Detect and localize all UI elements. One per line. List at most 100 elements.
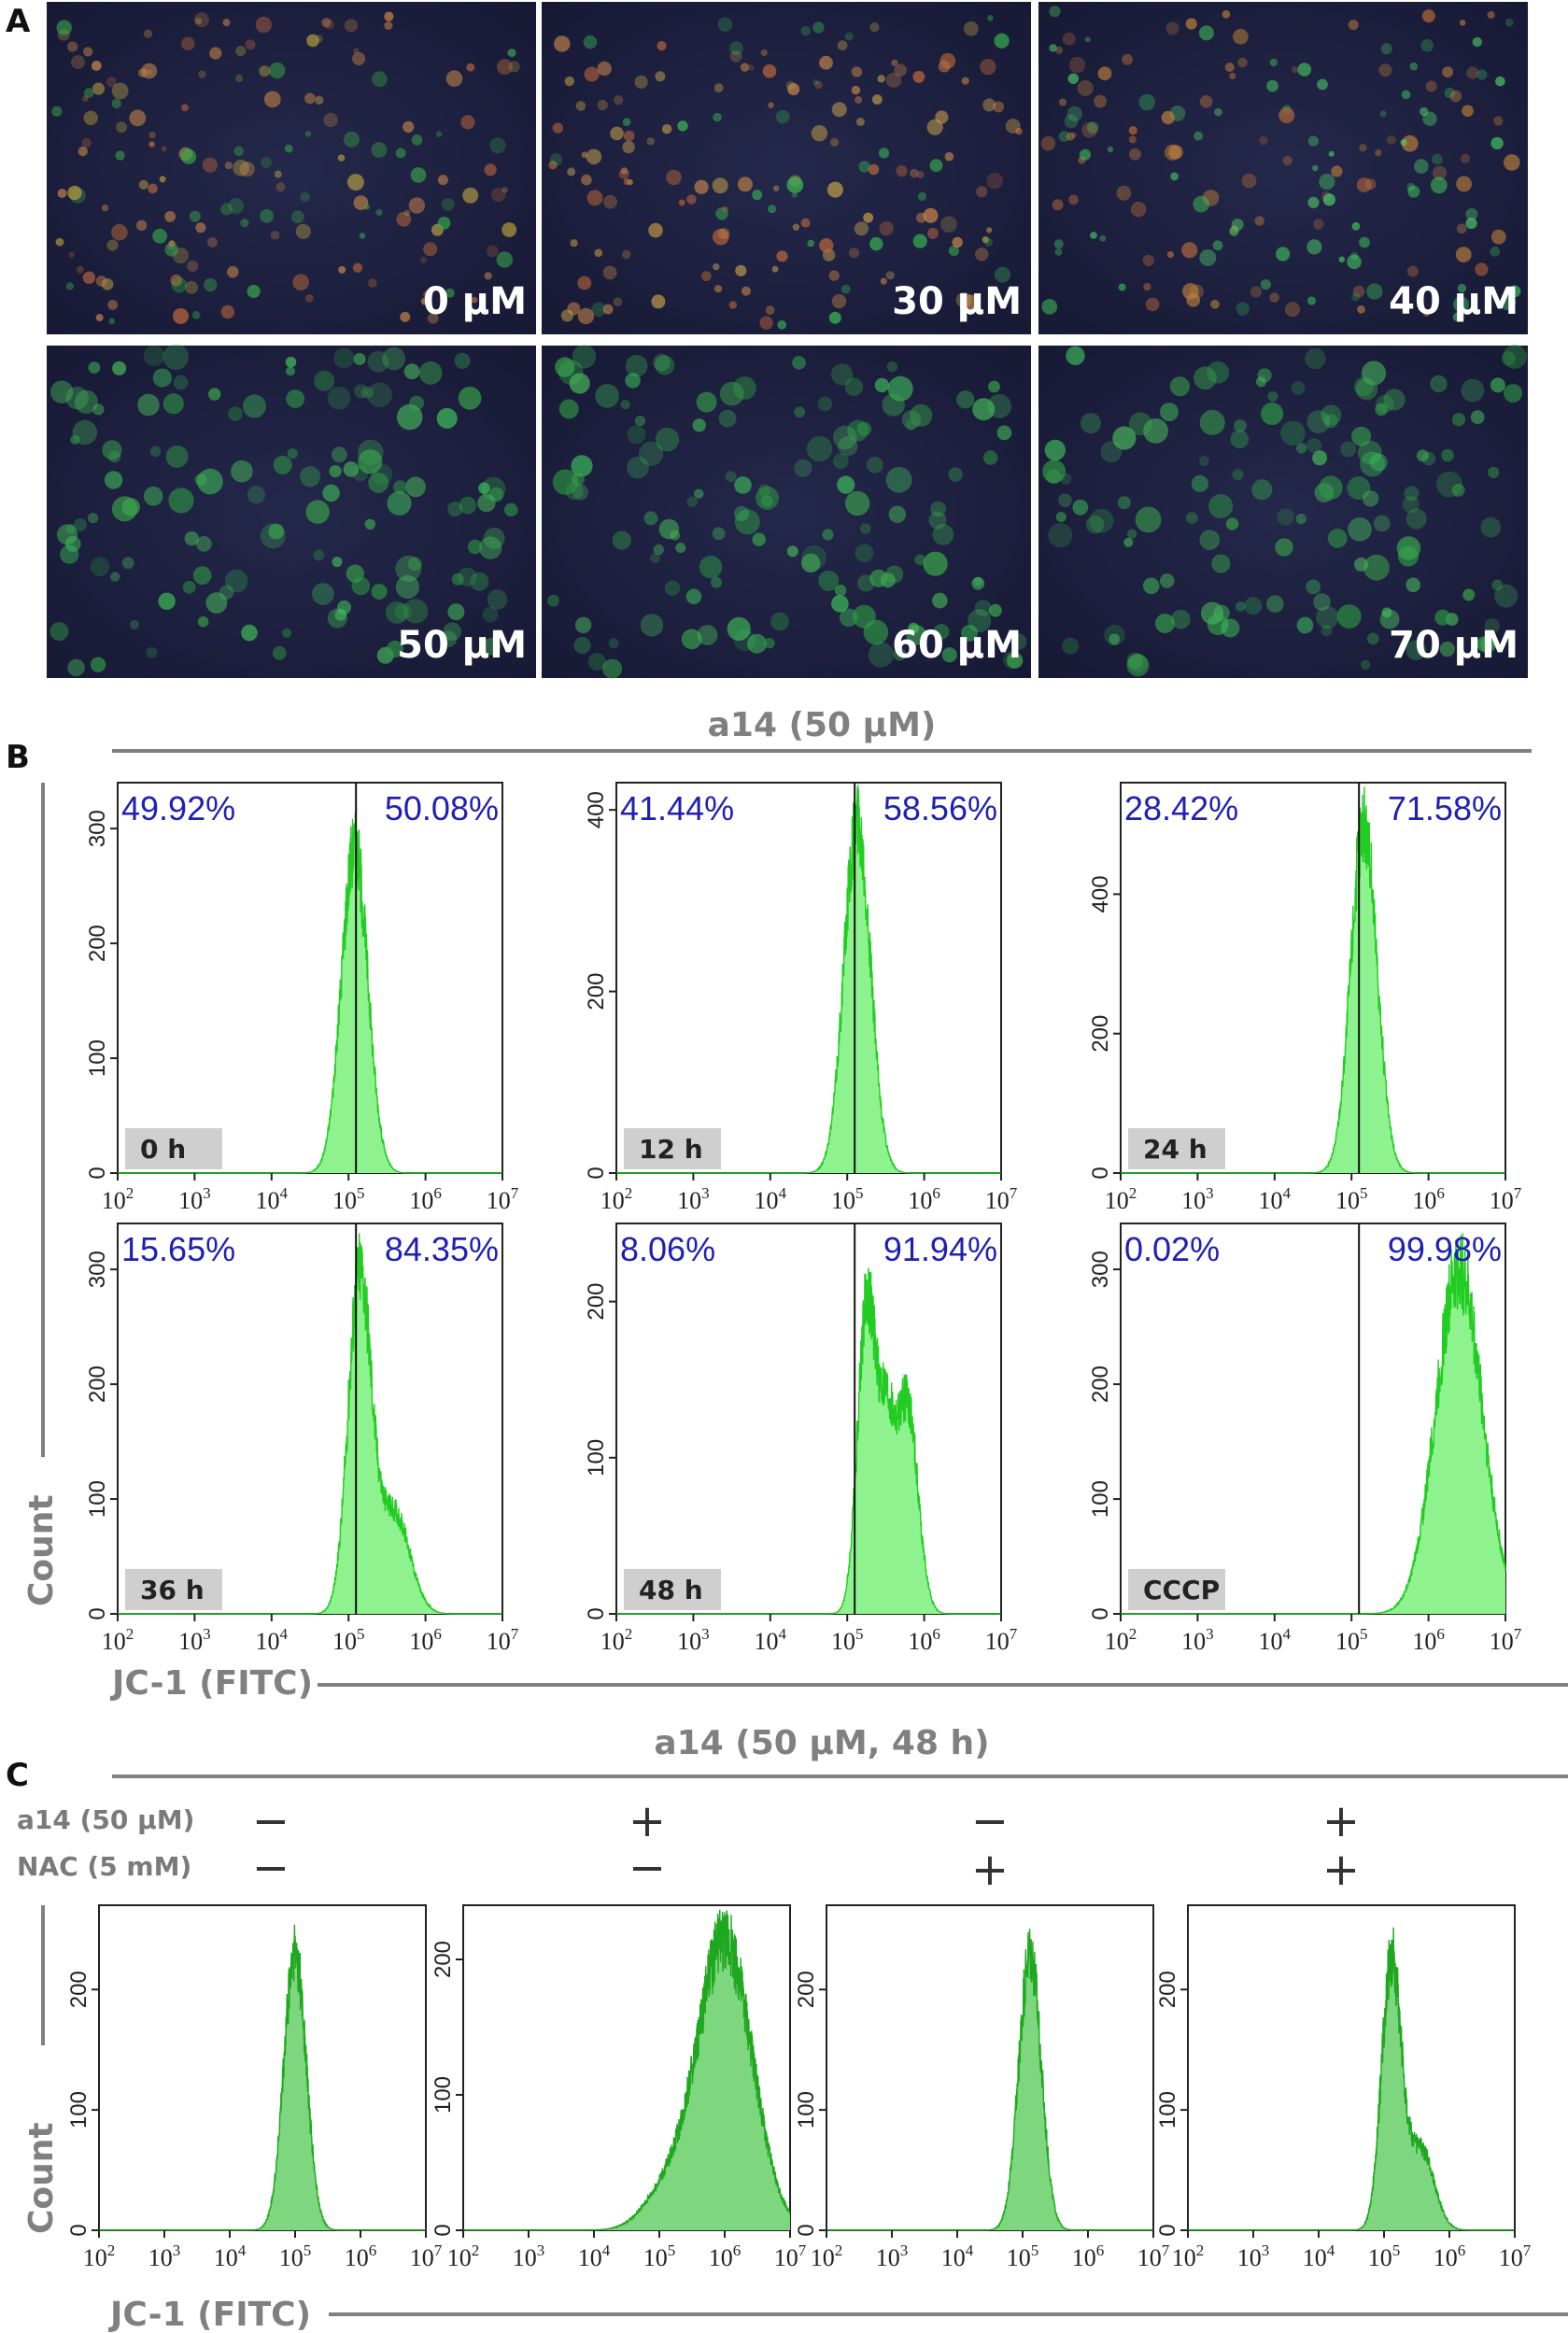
x-tick-label: 102 [1105, 1184, 1137, 1214]
concentration-label: 40 µM [1389, 280, 1519, 323]
x-tick-label: 103 [1181, 1625, 1214, 1655]
x-tick-label: 102 [600, 1184, 633, 1214]
x-tick-label: 102 [1172, 2241, 1205, 2271]
histogram-outline [616, 1267, 1001, 1615]
y-tick-label: 200 [584, 973, 609, 1011]
concentration-label: 70 µM [1389, 624, 1519, 667]
a14-sign-2: + [629, 1795, 666, 1847]
micrograph-6: 70 µM [1038, 345, 1528, 678]
plot-frame [117, 1223, 503, 1615]
left-gate-percent: 0.02% [1124, 1230, 1220, 1268]
concentration-label: 30 µM [892, 280, 1022, 323]
x-tick-label: 105 [1007, 2241, 1039, 2271]
x-tick-label: 106 [1434, 2241, 1466, 2271]
y-tick-label: 100 [794, 2091, 819, 2128]
panel-b-letter: B [6, 739, 30, 776]
y-tick-label: 100 [1088, 1480, 1113, 1518]
y-tick-label: 200 [794, 1971, 819, 2008]
panel-c-histograms: 102 103 104 105 106 107 0 100 200 102 103 104 105 106… [66, 1904, 1532, 2271]
x-tick-label: 103 [677, 1625, 710, 1655]
panel-b: B a14 (50 µM) Count JC-1 (FITC) 102 103 10… [6, 706, 1568, 1703]
panel-a: A 0 µM 30 µM 40 µM 50 µM 60 µM 70 µM [6, 2, 1528, 679]
x-tick-label: 102 [600, 1625, 633, 1655]
histogram-1: 102 103 104 105 106 107 0 100 200 300 49.92% 50.08%… [85, 782, 519, 1214]
x-tick-label: 106 [1412, 1184, 1445, 1214]
timepoint-label: 12 h [639, 1134, 703, 1165]
a14-sign-1: − [252, 1795, 290, 1847]
y-tick-label: 400 [1088, 875, 1113, 912]
timepoint-box [624, 1128, 721, 1169]
plot-frame [826, 1904, 1154, 2231]
timepoint-label: 36 h [140, 1575, 205, 1605]
x-tick-label: 105 [831, 1184, 864, 1214]
x-tick-label: 104 [214, 2241, 247, 2271]
x-tick-label: 104 [755, 1184, 787, 1214]
y-tick-label: 100 [66, 2091, 92, 2128]
x-tick-label: 107 [410, 2241, 443, 2271]
plot-frame [117, 782, 503, 1174]
plot-frame [1187, 1904, 1516, 2231]
panel-b-xlabel: JC-1 (FITC) [109, 1664, 313, 1703]
x-tick-label: 106 [409, 1625, 442, 1655]
y-tick-label: 400 [584, 791, 609, 828]
x-tick-label: 104 [256, 1625, 289, 1655]
right-gate-percent: 71.58% [1388, 789, 1502, 827]
x-tick-label: 103 [1181, 1184, 1214, 1214]
y-tick-label: 200 [85, 925, 110, 962]
micrograph-1: 0 µM [47, 2, 536, 334]
left-gate-percent: 8.06% [620, 1230, 715, 1268]
x-tick-label: 102 [83, 2241, 116, 2271]
panel-c: C a14 (50 µM, 48 h) a14 (50 µM) NAC (5 m… [6, 1724, 1568, 2333]
histogram-outline [118, 812, 502, 1174]
x-tick-label: 103 [513, 2241, 545, 2271]
histogram-outline [826, 1929, 1153, 2231]
timepoint-box [624, 1569, 721, 1610]
y-tick-label: 100 [1155, 2091, 1180, 2128]
x-tick-label: 106 [409, 1184, 442, 1214]
x-tick-label: 107 [1490, 1625, 1522, 1655]
x-tick-label: 104 [1303, 2241, 1335, 2271]
x-tick-label: 103 [178, 1625, 211, 1655]
nac-sign-4: + [1322, 1844, 1360, 1896]
histogram-9: 102 103 104 105 106 107 0 100 200 [794, 1904, 1170, 2271]
a14-sign-4: + [1322, 1795, 1360, 1847]
left-gate-percent: 28.42% [1124, 789, 1238, 827]
x-tick-label: 107 [774, 2241, 807, 2271]
y-tick-label: 0 [431, 2224, 456, 2236]
left-gate-percent: 49.92% [121, 789, 235, 827]
micrograph-5: 60 µM [542, 345, 1031, 679]
y-tick-label: 200 [584, 1283, 609, 1321]
x-tick-label: 105 [643, 2241, 676, 2271]
x-tick-label: 102 [811, 2241, 843, 2271]
y-tick-label: 200 [85, 1365, 110, 1403]
y-tick-label: 100 [431, 2076, 456, 2114]
histogram-outline [616, 785, 1001, 1174]
histogram-outline [99, 1924, 426, 2231]
histogram-area [1121, 1233, 1505, 1614]
histogram-outline [1121, 786, 1505, 1174]
left-gate-percent: 41.44% [620, 789, 734, 827]
plot-frame [98, 1904, 427, 2231]
x-tick-label: 102 [447, 2241, 480, 2271]
panel-b-histograms: 102 103 104 105 106 107 0 100 200 300 49.92% 50.08%… [85, 782, 1522, 1655]
micrograph-2: 30 µM [542, 2, 1031, 334]
y-tick-label: 200 [1088, 1365, 1113, 1403]
x-tick-label: 103 [677, 1184, 710, 1214]
y-tick-label: 200 [431, 1941, 456, 1978]
x-tick-label: 107 [1490, 1184, 1522, 1214]
histogram-6: 102 103 104 105 106 107 0 100 200 300 0.02% 99.98% C… [1088, 1223, 1522, 1655]
x-tick-label: 104 [755, 1625, 787, 1655]
x-tick-label: 104 [578, 2241, 611, 2271]
x-tick-label: 106 [908, 1625, 940, 1655]
nac-sign-1: − [252, 1842, 290, 1894]
plot-frame [1120, 782, 1506, 1174]
x-tick-label: 106 [709, 2241, 742, 2271]
y-tick-label: 0 [584, 1166, 609, 1179]
x-tick-label: 107 [985, 1184, 1018, 1214]
x-tick-label: 107 [1137, 2241, 1170, 2271]
x-tick-label: 103 [876, 2241, 909, 2271]
x-tick-label: 104 [256, 1184, 289, 1214]
timepoint-box [1128, 1569, 1225, 1610]
left-gate-percent: 15.65% [121, 1230, 235, 1268]
x-tick-label: 103 [1237, 2241, 1270, 2271]
